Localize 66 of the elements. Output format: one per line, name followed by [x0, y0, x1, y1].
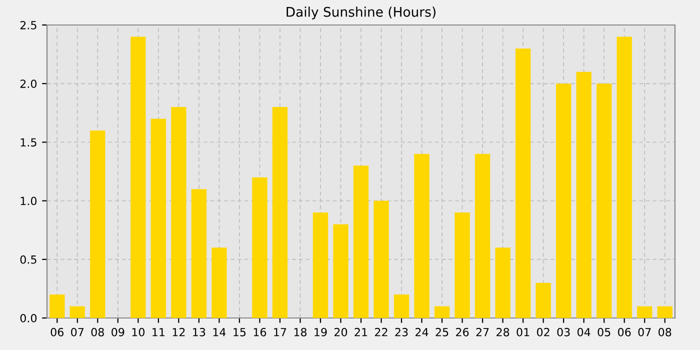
- bar: [637, 306, 652, 318]
- bar: [657, 306, 672, 318]
- bar: [272, 107, 288, 318]
- x-tick-label: 12: [172, 328, 185, 336]
- x-tick-label: 13: [193, 328, 206, 336]
- x-tick-label: 08: [658, 328, 672, 336]
- bar: [312, 212, 328, 318]
- x-tick-label: 06: [50, 328, 64, 336]
- x-tick-label: 15: [234, 328, 246, 336]
- bar: [515, 48, 531, 318]
- x-tick-label: 24: [416, 328, 428, 336]
- bar: [191, 189, 207, 318]
- bar: [90, 130, 106, 318]
- x-tick-label: 10: [132, 328, 144, 336]
- y-tick-label: 0.5: [20, 255, 36, 264]
- bar: [556, 84, 572, 318]
- bar: [454, 212, 470, 318]
- x-tick-label: 03: [557, 328, 570, 336]
- bar: [536, 282, 551, 318]
- bar: [212, 248, 227, 318]
- y-tick-label: 2.0: [20, 80, 37, 88]
- x-tick-label: 07: [638, 328, 651, 336]
- x-tick-label: 14: [213, 328, 226, 336]
- x-tick-label: 23: [395, 328, 408, 336]
- bar: [50, 294, 65, 318]
- bar: [374, 200, 389, 318]
- x-tick-label: 02: [536, 328, 550, 336]
- bar: [434, 306, 450, 318]
- bar: [394, 294, 410, 318]
- x-tick-label: 01: [516, 328, 530, 336]
- x-tick-label: 18: [294, 328, 307, 336]
- bar: [474, 154, 490, 318]
- bar: [495, 248, 510, 318]
- bar: [252, 177, 268, 318]
- x-tick-label: 11: [152, 328, 164, 336]
- y-tick-label: 0.0: [20, 314, 37, 322]
- y-tick-label: 2.5: [20, 20, 36, 30]
- x-tick-label: 08: [91, 328, 104, 336]
- x-tick-label: 26: [456, 328, 469, 336]
- x-tick-label: 09: [112, 328, 124, 336]
- x-tick-label: 19: [314, 328, 327, 336]
- y-tick-label: 1.5: [20, 138, 36, 147]
- x-tick-label: 07: [71, 328, 84, 336]
- bar: [414, 154, 430, 318]
- chart-title: Daily Sunshine (Hours): [286, 6, 436, 20]
- x-tick-label: 28: [496, 328, 510, 336]
- x-tick-label: 22: [375, 328, 388, 336]
- bar: [333, 224, 348, 318]
- x-tick-label: 25: [436, 328, 448, 336]
- bar: [616, 36, 632, 318]
- bar: [130, 36, 146, 318]
- x-tick-label: 27: [476, 328, 489, 336]
- x-tick-label: 04: [578, 328, 590, 336]
- x-tick-label: 16: [254, 328, 266, 336]
- bar: [353, 166, 369, 318]
- x-tick-label: 05: [598, 328, 610, 336]
- bar: [70, 306, 85, 318]
- x-tick-label: 06: [618, 328, 631, 336]
- x-tick-label: 21: [354, 328, 368, 336]
- bar: [171, 107, 186, 318]
- x-tick-label: 20: [334, 328, 348, 336]
- bar: [576, 72, 592, 318]
- bar: [596, 84, 612, 318]
- x-tick-label: 17: [274, 328, 286, 336]
- bar: [150, 118, 166, 318]
- y-tick-label: 1.0: [20, 196, 37, 206]
